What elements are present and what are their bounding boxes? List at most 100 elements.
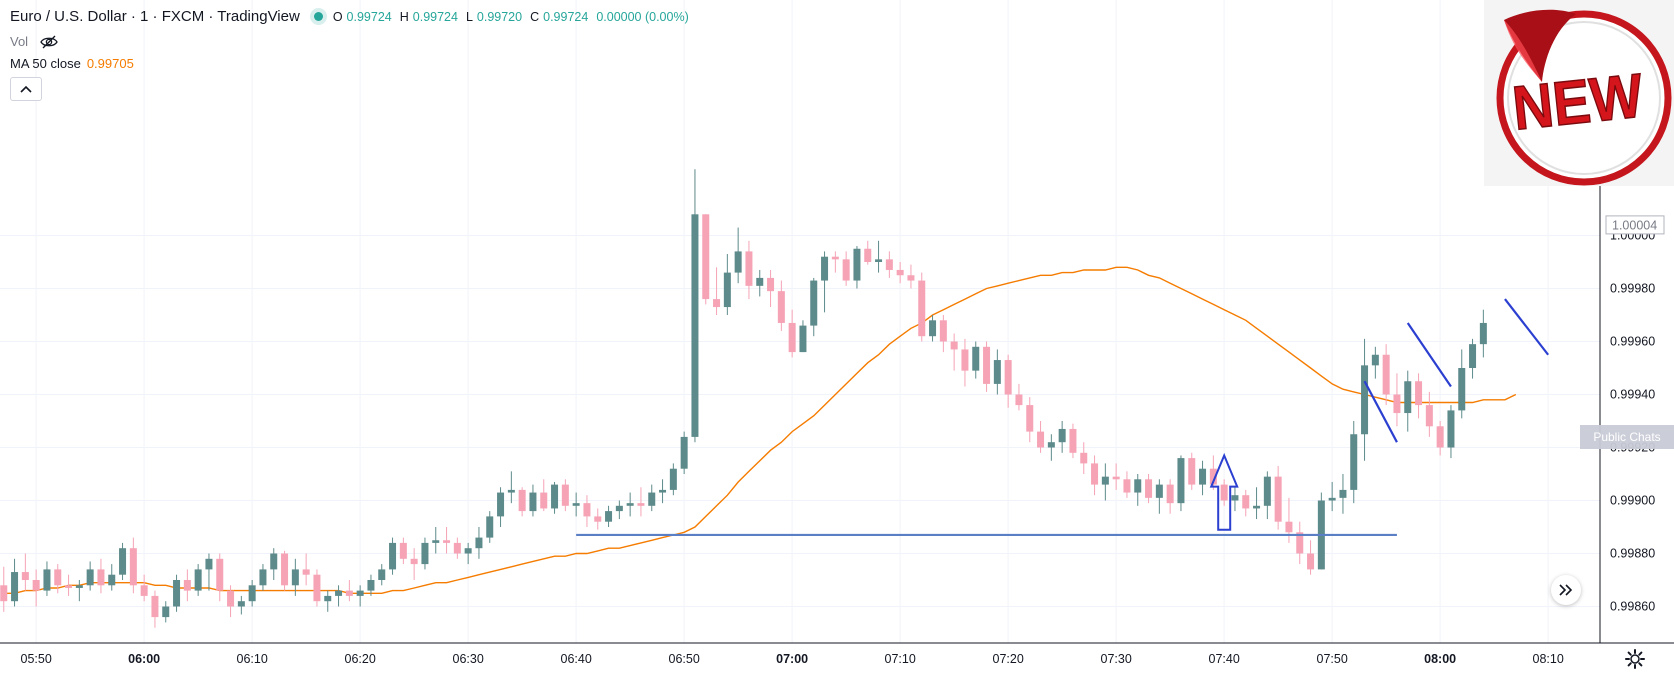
candle-body [475,537,483,549]
candle-body [1209,468,1217,485]
candle-body [777,291,785,323]
candle-body [43,569,51,591]
candle-body [227,590,235,607]
low-label: L [465,9,473,24]
candle-body [993,360,1001,384]
candle-body [335,590,343,596]
close-value: 0.99724 [543,9,589,24]
candle-body [1123,479,1131,493]
double-chevron-right-icon [1559,584,1573,596]
time-tick-label: 07:40 [1209,652,1240,666]
volume-label[interactable]: Vol [10,34,29,49]
candle-body [237,601,245,607]
price-tick-label: 0.99900 [1610,494,1655,508]
candle-body [702,214,710,300]
candle-body [248,585,256,602]
candle-body [108,574,116,586]
candle-body [421,542,429,565]
candle-body [1328,497,1336,501]
candle-body [1263,476,1271,506]
candle-body [939,320,947,342]
candle-body [291,569,299,586]
candle-body [1177,458,1185,504]
candle-body [1382,354,1390,395]
candle-body [810,280,818,326]
public-chats-label[interactable]: Public Chats [1580,425,1674,449]
candle-body [594,516,602,522]
candle-body [1134,479,1142,493]
candle-body [767,277,775,292]
candle-body [637,503,645,506]
candle-body [97,569,105,586]
candle-body [1404,381,1412,414]
candle-body [1037,431,1045,448]
candle-body [378,569,386,580]
candle-body [270,553,278,570]
candle-body [1155,484,1163,498]
symbol-title[interactable]: Euro / U.S. Dollar · 1 · FXCM · TradingV… [10,8,300,25]
candle-body [518,489,526,512]
price-tick-label: 0.99880 [1610,547,1655,561]
candle-body [983,346,991,384]
ma-label[interactable]: MA 50 close [10,56,81,71]
candle-body [1469,344,1477,368]
last-price-box [1605,215,1665,235]
time-tick-label: 05:50 [21,652,52,666]
candle-body [1425,405,1433,427]
candle-body [1296,532,1304,554]
candle-body [464,548,472,554]
candle-body [486,516,494,538]
candle-body [367,580,375,591]
time-tick-label: 06:20 [345,652,376,666]
candle-body [453,542,461,554]
candle-body [929,320,937,337]
candle-body [821,256,829,281]
candle-body [572,503,580,506]
candle-body [1361,365,1369,435]
time-tick-label: 07:50 [1317,652,1348,666]
candle-body [1447,410,1455,448]
candle-body [119,548,127,575]
candle-body [54,569,62,586]
candle-body [443,540,451,543]
candle-body [1371,354,1379,366]
candle-body [680,436,688,469]
change-value: 0.00000 (0.00%) [596,9,689,24]
candle-body [626,503,634,506]
open-label: O [332,9,343,24]
candle-body [1145,479,1153,498]
candle-body [896,269,904,276]
gear-icon[interactable] [1624,648,1646,670]
candle-body [281,553,289,586]
candle-body [151,595,159,618]
candle-body [713,299,721,308]
eye-slash-icon[interactable] [40,35,58,49]
candle-body [605,511,613,522]
candle-body [907,275,915,281]
candle-body [11,572,19,602]
candle-body [324,595,332,602]
candle-body [756,277,764,286]
candle-body [1242,495,1250,509]
candle-body [1026,405,1034,432]
scroll-to-realtime-button[interactable] [1551,575,1581,605]
candle-body [972,346,980,371]
candle-body [75,585,83,588]
candle-body [173,580,181,607]
candle-body [831,256,839,260]
candle-body [1220,484,1228,501]
candle-body [691,214,699,437]
candle-body [1307,553,1315,570]
trend-line [1406,322,1452,388]
candle-body [1004,360,1012,395]
collapse-legend-button[interactable] [10,77,42,101]
open-value: 0.99724 [346,9,392,24]
candle-body [583,503,591,517]
candle-body [65,585,73,588]
candle-body [0,585,8,602]
candle-body [86,569,94,586]
trend-line [1504,298,1550,356]
last-price-label: 1.00004 [1612,218,1657,232]
candle-body [1231,495,1239,501]
